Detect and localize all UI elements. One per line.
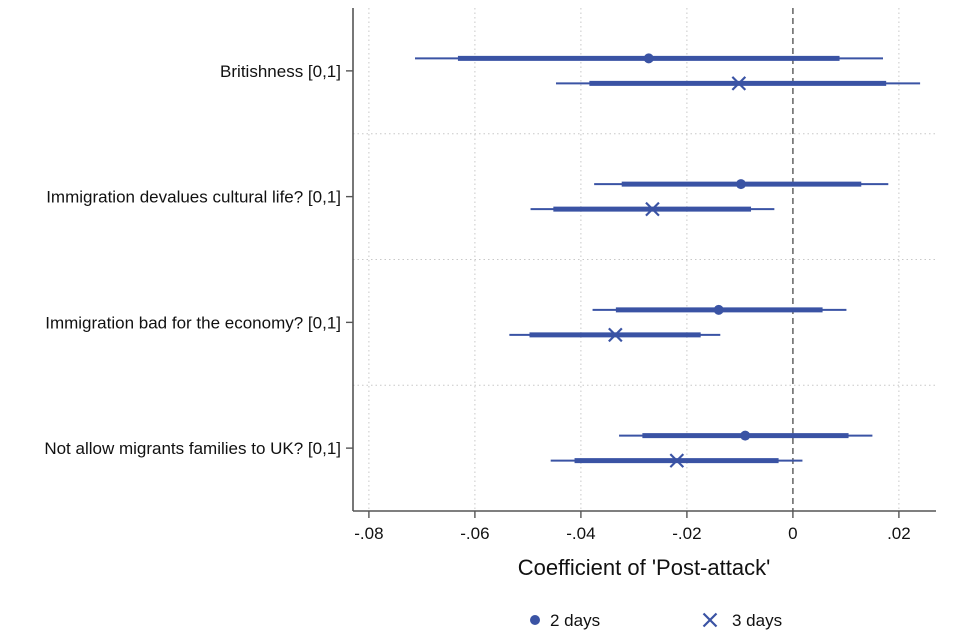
x-tick-label: -.02 (672, 524, 701, 543)
point-estimate-marker (713, 304, 724, 315)
legend-marker (530, 615, 540, 625)
category-label: Not allow migrants families to UK? [0,1] (44, 439, 341, 458)
legend-marker (702, 612, 718, 628)
axis-layer (346, 8, 936, 518)
x-tick-label: -.08 (354, 524, 383, 543)
x-tick-label: -.04 (566, 524, 595, 543)
point-estimate-marker-stroke (669, 453, 685, 468)
point-estimate-marker (740, 430, 751, 441)
grid-layer (353, 8, 936, 511)
legend-label: 2 days (550, 611, 600, 630)
category-label: Britishness [0,1] (220, 62, 341, 81)
x-axis-title: Coefficient of 'Post-attack' (518, 555, 771, 580)
x-tick-label: .02 (887, 524, 911, 543)
point-estimate-marker-stroke (608, 327, 623, 343)
marks-layer (415, 53, 921, 468)
category-label: Immigration bad for the economy? [0,1] (45, 313, 341, 332)
legend-item: 2 days (530, 611, 600, 630)
point-estimate-marker (643, 53, 654, 64)
point-estimate-marker (608, 327, 623, 343)
category-label: Immigration devalues cultural life? [0,1… (46, 188, 341, 207)
point-estimate-marker (669, 453, 685, 468)
legend-marker-stroke (702, 612, 718, 628)
point-estimate-marker (735, 179, 746, 190)
x-tick-label: -.06 (460, 524, 489, 543)
legend-item: 3 days (702, 611, 782, 630)
point-estimate-marker-stroke (645, 201, 660, 217)
point-estimate-marker (645, 201, 660, 217)
label-layer: -.08 -.06 -.04 -.02 0 .02 Britishness [0,1] Imm… (44, 62, 910, 543)
point-estimate-marker-stroke (731, 76, 747, 91)
x-tick-label: 0 (788, 524, 797, 543)
legend-label: 3 days (732, 611, 782, 630)
legend: 2 days 3 days (530, 611, 782, 630)
point-estimate-marker (731, 76, 747, 91)
